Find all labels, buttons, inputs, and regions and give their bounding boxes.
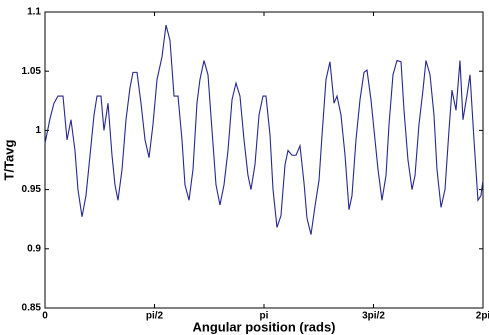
- x-axis-label: Angular position (rads): [193, 319, 336, 334]
- x-tick-label: pi: [260, 311, 269, 322]
- y-tick-label: 0.95: [22, 184, 42, 195]
- y-tick-label: 0.9: [27, 243, 41, 254]
- x-tick-label: 0: [42, 311, 48, 322]
- line: [44, 24, 484, 235]
- y-tick-label: 1.05: [22, 66, 42, 77]
- x-tick-label: 3pi/2: [362, 311, 385, 322]
- plot-frame: [44, 11, 484, 309]
- y-axis-label: T/Tavg: [1, 139, 16, 180]
- x-tick-label: 2pi: [476, 311, 489, 322]
- y-tick-label: 1: [35, 125, 41, 136]
- y-tick-label: 0.85: [22, 303, 42, 314]
- x-tick-label: pi/2: [146, 311, 164, 322]
- y-tick-label: 1.1: [27, 7, 41, 18]
